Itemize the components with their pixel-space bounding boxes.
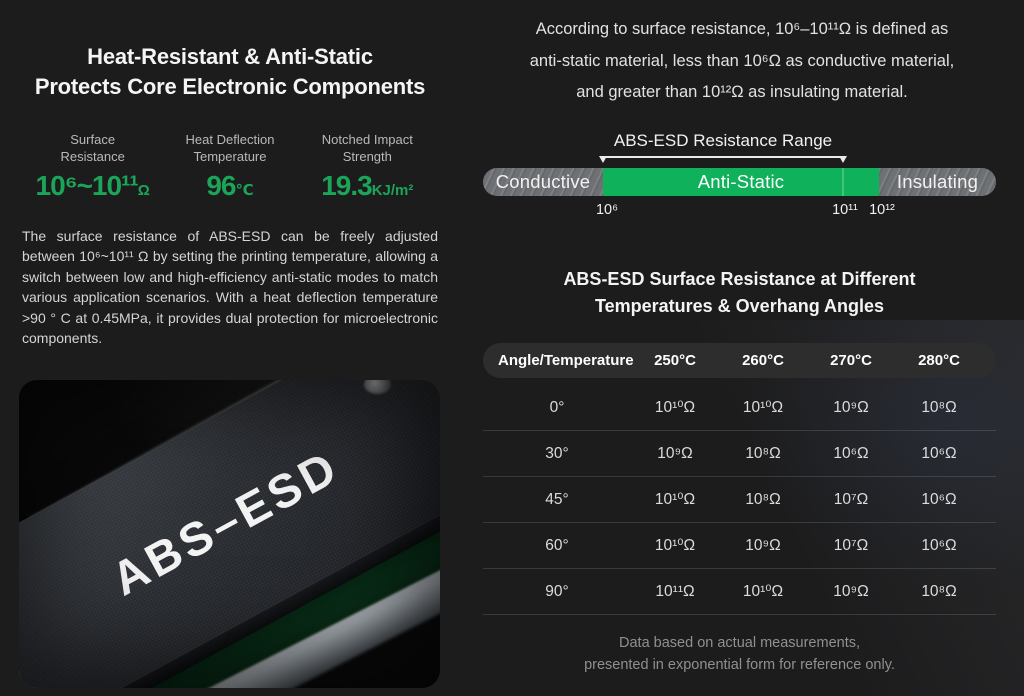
segment-anti-static: Anti-Static — [603, 168, 879, 196]
spec-value: 96℃ — [206, 170, 254, 201]
segment-conductive: Conductive — [483, 168, 603, 196]
table-row: 60° 10¹⁰Ω 10⁹Ω 10⁷Ω 10⁶Ω — [483, 523, 996, 569]
header-angle-temperature: Angle/Temperature — [498, 352, 634, 369]
spec-label: Surface Resistance — [60, 132, 125, 164]
resistance-value-cell: 10⁷Ω — [833, 490, 869, 508]
table-row: 30° 10⁹Ω 10⁸Ω 10⁶Ω 10⁶Ω — [483, 431, 996, 477]
segment-insulating: Insulating — [879, 168, 996, 196]
page-title-line1: Heat-Resistant & Anti-Static — [87, 44, 373, 69]
right-panel: According to surface resistance, 10⁶–10¹… — [460, 0, 1024, 696]
resistance-value-cell: 10¹⁰Ω — [654, 491, 696, 508]
resistance-value-cell: 10⁶Ω — [921, 536, 957, 554]
resistance-value-cell: 10⁹Ω — [745, 536, 781, 554]
angle-cell: 0° — [549, 398, 565, 416]
angle-cell: 45° — [545, 490, 569, 508]
spec-label: Notched Impact Strength — [321, 132, 413, 164]
description-paragraph: The surface resistance of ABS-ESD can be… — [22, 228, 438, 347]
resistance-value-cell: 10⁸Ω — [921, 398, 957, 416]
angle-cell: 60° — [545, 536, 569, 554]
page-title-line2: Protects Core Electronic Components — [34, 74, 426, 99]
spec-impact-strength: Notched Impact Strength 19.3KJ/m² — [299, 132, 436, 202]
arrow-down-icon — [599, 156, 607, 163]
header-260c: 260°C — [742, 352, 784, 369]
left-panel: Heat-Resistant & Anti-Static Protects Co… — [0, 0, 460, 696]
table-footnote: Data based on actual measurements, prese… — [584, 635, 895, 673]
spec-unit: ℃ — [235, 182, 254, 199]
resistance-value-cell: 10⁹Ω — [657, 444, 693, 462]
abs-esd-product-photo: ABS–ESD — [19, 380, 440, 688]
resistance-value-cell: 10¹⁰Ω — [742, 583, 784, 600]
resistance-value-cell: 10⁹Ω — [833, 398, 869, 416]
resistance-value-cell: 10⁶Ω — [833, 444, 869, 462]
header-280c: 280°C — [918, 352, 960, 369]
resistance-value-cell: 10⁸Ω — [745, 444, 781, 462]
intro-text: According to surface resistance, 10⁶–10¹… — [529, 20, 955, 101]
spec-label: Heat Deflection Temperature — [185, 132, 275, 164]
table-header: Angle/Temperature 250°C 260°C 270°C 280°… — [483, 343, 996, 378]
resistance-value-cell: 10¹¹Ω — [655, 582, 695, 600]
resistance-value-cell: 10⁸Ω — [921, 582, 957, 600]
resistance-value-cell: 10⁶Ω — [921, 444, 957, 462]
screw — [364, 380, 391, 394]
angle-cell: 30° — [545, 444, 569, 462]
header-250c: 250°C — [654, 352, 696, 369]
angle-cell: 90° — [545, 582, 569, 600]
header-270c: 270°C — [830, 352, 872, 369]
resistance-value-cell: 10¹⁰Ω — [654, 537, 696, 554]
table-title: ABS-ESD Surface Resistance at Different … — [563, 269, 916, 316]
resistance-table-body: 0° 10¹⁰Ω 10¹⁰Ω 10⁹Ω 10⁸Ω 30° 10⁹Ω 10⁸Ω 10⁶Ω 10⁶Ω 4… — [483, 385, 996, 615]
resistance-value-cell: 10⁶Ω — [921, 490, 957, 508]
range-bracket — [599, 156, 847, 165]
page-title: Heat-Resistant & Anti-Static Protects Co… — [0, 42, 460, 102]
spec-heat-deflection: Heat Deflection Temperature 96℃ — [161, 132, 298, 202]
range-ticks: 10⁶ 10¹¹ 10¹² — [483, 202, 996, 222]
spec-value: 10⁶~10¹¹Ω — [35, 170, 150, 201]
resistance-value-cell: 10⁸Ω — [745, 490, 781, 508]
table-row: 45° 10¹⁰Ω 10⁸Ω 10⁷Ω 10⁶Ω — [483, 477, 996, 523]
spec-unit: Ω — [137, 182, 150, 199]
resistance-value-cell: 10⁷Ω — [833, 536, 869, 554]
tick-label: 10¹¹ — [832, 202, 858, 218]
arrow-down-icon — [839, 156, 847, 163]
resistance-value-cell: 10¹⁰Ω — [654, 399, 696, 416]
resistance-value-cell: 10¹⁰Ω — [742, 399, 784, 416]
resistance-value-cell: 10⁹Ω — [833, 582, 869, 600]
resistance-range-bar: Conductive Anti-Static Insulating — [483, 168, 996, 196]
table-row: 0° 10¹⁰Ω 10¹⁰Ω 10⁹Ω 10⁸Ω — [483, 385, 996, 431]
tick-label: 10⁶ — [595, 202, 619, 218]
key-specs: Surface Resistance 10⁶~10¹¹Ω Heat Deflec… — [24, 132, 436, 202]
tick-label: 10¹² — [869, 202, 895, 218]
table-row: 90° 10¹¹Ω 10¹⁰Ω 10⁹Ω 10⁸Ω — [483, 569, 996, 615]
spec-value: 19.3KJ/m² — [321, 170, 414, 201]
background-photo — [610, 320, 1024, 696]
resistance-range-title: ABS-ESD Resistance Range — [613, 131, 833, 150]
photo-vignette — [19, 380, 440, 688]
spec-unit: KJ/m² — [371, 182, 414, 199]
spec-surface-resistance: Surface Resistance 10⁶~10¹¹Ω — [24, 132, 161, 202]
